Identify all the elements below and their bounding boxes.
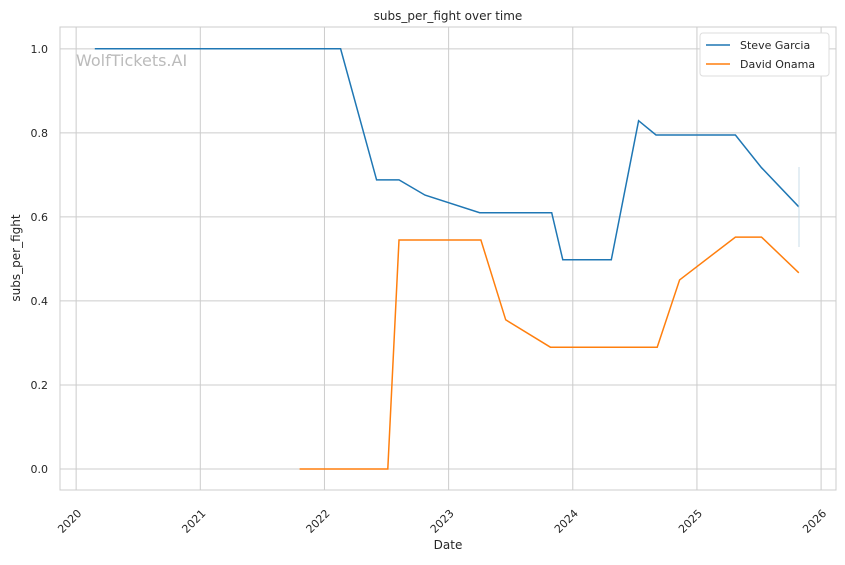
x-tick-label: 2023 — [428, 507, 457, 536]
y-axis-label: subs_per_fight — [9, 214, 23, 301]
y-tick-label: 0.2 — [31, 379, 49, 392]
legend-label-david-onama: David Onama — [740, 58, 815, 71]
y-tick-label: 0.8 — [31, 127, 49, 140]
series-line-david-onama — [300, 237, 799, 469]
x-tick-label: 2022 — [304, 507, 333, 536]
x-tick-label: 2026 — [800, 507, 829, 536]
plot-frame — [60, 27, 836, 490]
legend: Steve Garcia David Onama — [700, 33, 829, 76]
y-tick-label: 0.6 — [31, 211, 49, 224]
y-tick-label: 0.4 — [31, 295, 49, 308]
x-tick-label: 2024 — [552, 507, 581, 536]
y-tick-label: 0.0 — [31, 463, 49, 476]
y-tick-label: 1.0 — [31, 43, 49, 56]
x-tick-label: 2021 — [179, 507, 208, 536]
watermark: WolfTickets.AI — [76, 51, 187, 70]
legend-label-steve-garcia: Steve Garcia — [740, 39, 810, 52]
chart-title: subs_per_fight over time — [374, 9, 523, 23]
x-axis-label: Date — [434, 538, 463, 552]
x-tick-label: 2020 — [55, 507, 84, 536]
x-tick-label: 2025 — [676, 507, 705, 536]
